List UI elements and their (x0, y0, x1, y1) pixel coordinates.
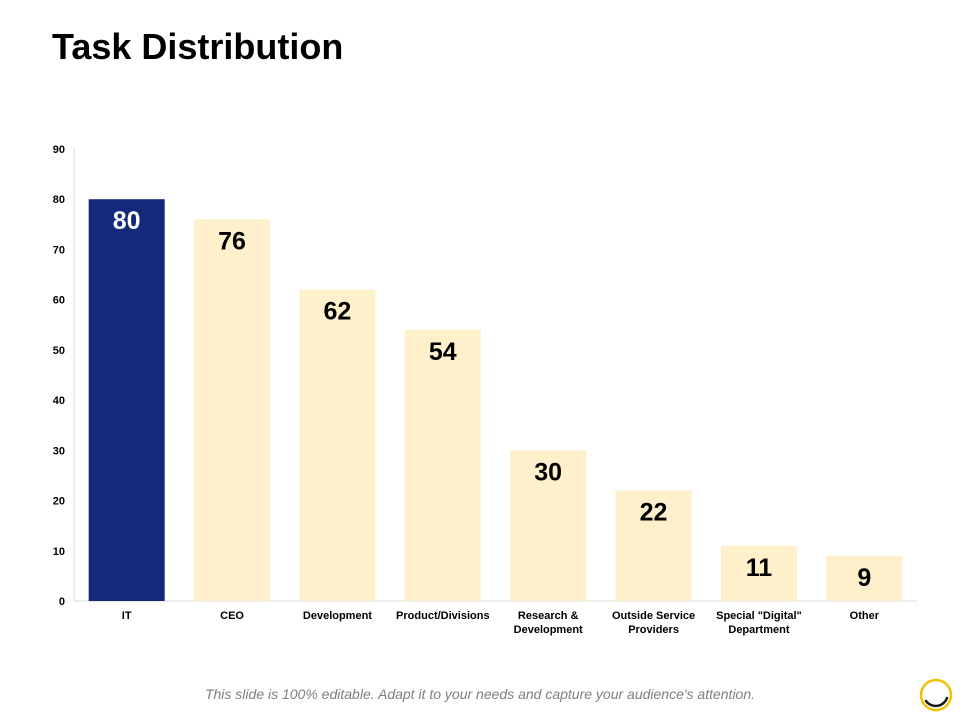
data-label: 9 (857, 564, 871, 592)
x-tick-label: Research & (518, 610, 579, 622)
bar (194, 219, 271, 602)
y-tick-label: 20 (53, 496, 65, 508)
bar (299, 289, 376, 601)
y-tick-label: 40 (53, 395, 65, 407)
x-tick-label: CEO (220, 610, 244, 622)
x-tick-label: Special "Digital" (716, 610, 802, 622)
page-title: Task Distribution (52, 26, 344, 67)
circle-logo-icon (919, 678, 953, 712)
bar (615, 490, 692, 601)
x-tick-label: Outside Service (612, 610, 695, 622)
x-tick-label: Product/Divisions (396, 610, 490, 622)
x-tick-label: Department (728, 624, 789, 636)
bar (404, 329, 481, 601)
data-label: 76 (218, 227, 246, 255)
bar (826, 555, 903, 601)
x-tick-label: Other (850, 610, 880, 622)
y-tick-label: 50 (53, 345, 65, 357)
bar (510, 450, 587, 601)
data-label: 54 (429, 338, 457, 366)
x-tick-label: Development (514, 624, 583, 636)
footer-note: This slide is 100% editable. Adapt it to… (204, 686, 756, 702)
y-tick-label: 70 (53, 244, 65, 256)
data-label: 62 (324, 298, 352, 326)
data-label: 11 (746, 554, 773, 582)
bar (720, 545, 797, 601)
x-tick-label: Development (303, 610, 372, 622)
y-tick-label: 30 (53, 445, 65, 457)
data-label: 80 (113, 207, 141, 235)
y-tick-label: 80 (53, 194, 65, 206)
y-tick-label: 60 (53, 295, 65, 307)
x-tick-label: Providers (628, 624, 679, 636)
bar (88, 199, 165, 601)
y-tick-label: 90 (53, 144, 65, 156)
data-label: 22 (640, 499, 668, 527)
y-tick-label: 0 (59, 596, 65, 608)
x-tick-label: IT (122, 610, 132, 622)
y-tick-label: 10 (53, 546, 65, 558)
data-label: 30 (534, 458, 562, 486)
